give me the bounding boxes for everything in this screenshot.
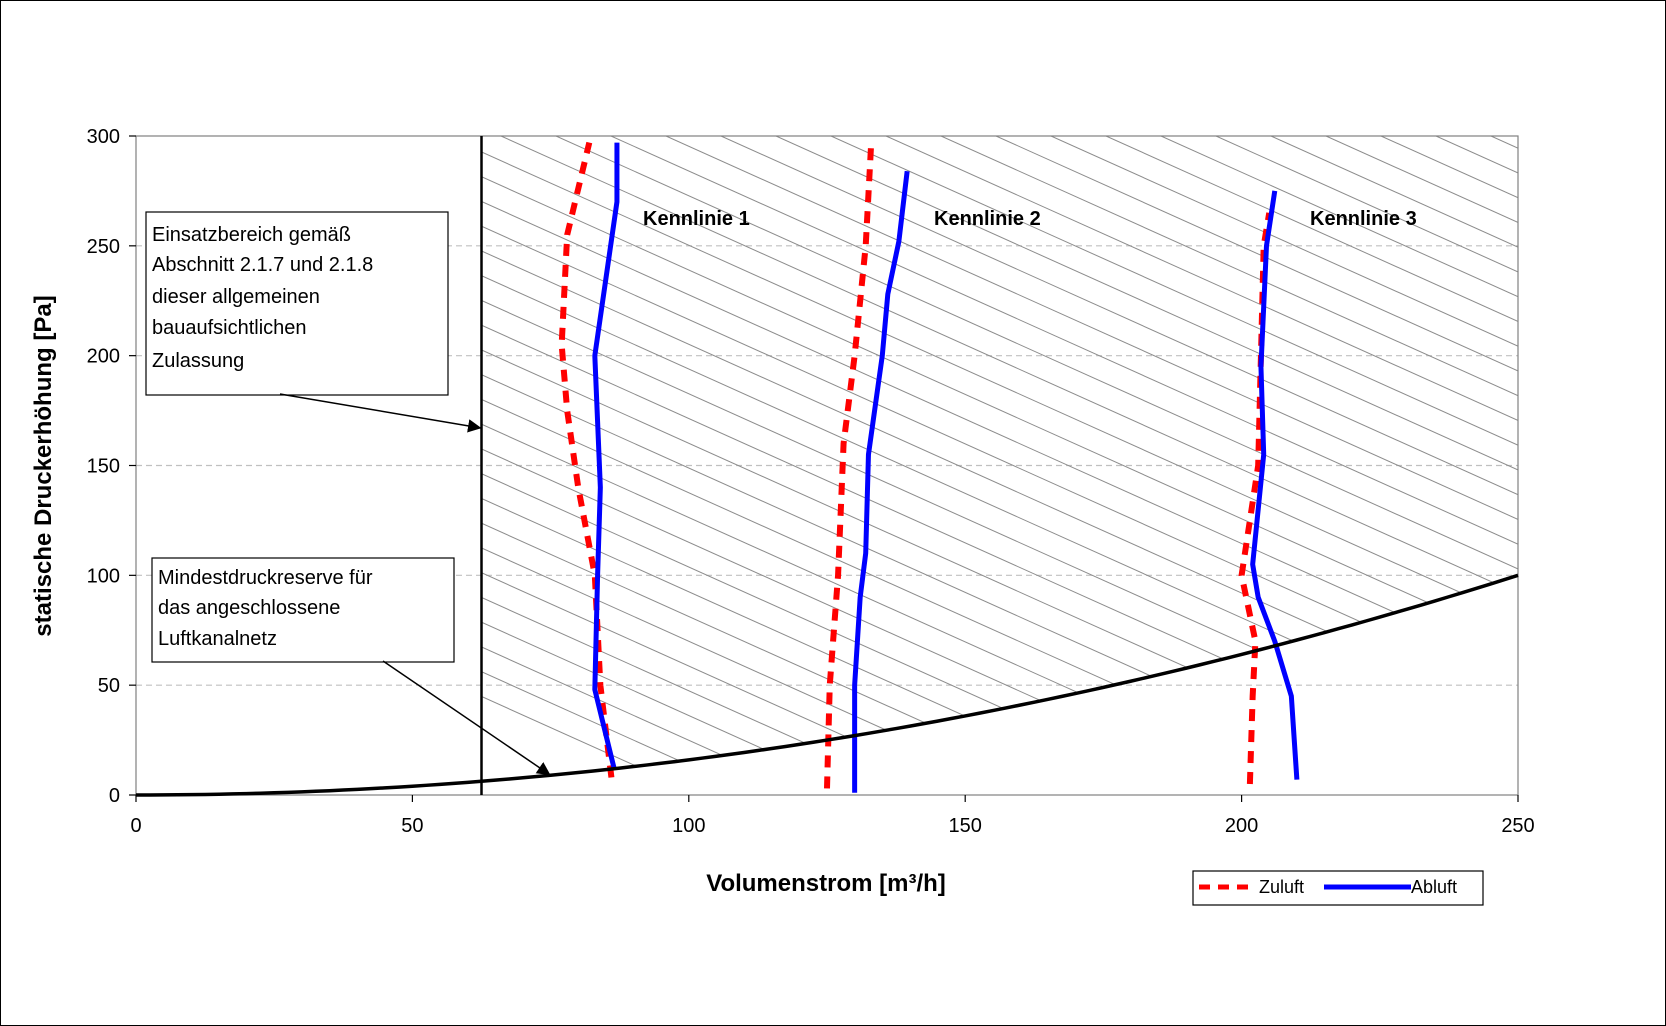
y-tick-label: 150: [87, 456, 120, 478]
curve-label-1: Kennlinie 1: [643, 208, 750, 230]
annotation-line: Abschnitt 2.1.7 und 2.1.8: [152, 254, 373, 276]
y-tick-label: 200: [87, 346, 120, 368]
annotation-line: das angeschlossene: [158, 597, 340, 619]
legend-label-abluft: Abluft: [1411, 877, 1457, 897]
y-tick-label: 300: [87, 126, 120, 148]
y-tick-label: 100: [87, 565, 120, 587]
annotation-line: bauaufsichtlichen: [152, 317, 307, 339]
y-tick-label: 50: [98, 675, 120, 697]
x-tick-label: 200: [1225, 815, 1258, 837]
x-tick-label: 150: [949, 815, 982, 837]
annotation-line: dieser allgemeinen: [152, 286, 320, 308]
x-tick-label: 100: [672, 815, 705, 837]
legend: Zuluft Abluft: [1193, 871, 1483, 905]
annotation-line: Einsatzbereich gemäß: [152, 224, 351, 246]
y-tick-label: 0: [109, 785, 120, 807]
curve-label-2: Kennlinie 2: [934, 208, 1041, 230]
annotation-line: Mindestdruckreserve für: [158, 567, 373, 589]
legend-label-zuluft: Zuluft: [1259, 877, 1304, 897]
annotation-line: Zulassung: [152, 350, 244, 372]
x-tick-label: 250: [1501, 815, 1534, 837]
annotation-line: Luftkanalnetz: [158, 628, 277, 650]
y-tick-label: 250: [87, 236, 120, 258]
curve-label-3: Kennlinie 3: [1310, 208, 1417, 230]
x-tick-label: 0: [130, 815, 141, 837]
y-axis-title: statische Druckerhöhung [Pa]: [30, 295, 57, 636]
x-axis-title: Volumenstrom [m³/h]: [706, 870, 946, 897]
x-tick-label: 50: [401, 815, 423, 837]
